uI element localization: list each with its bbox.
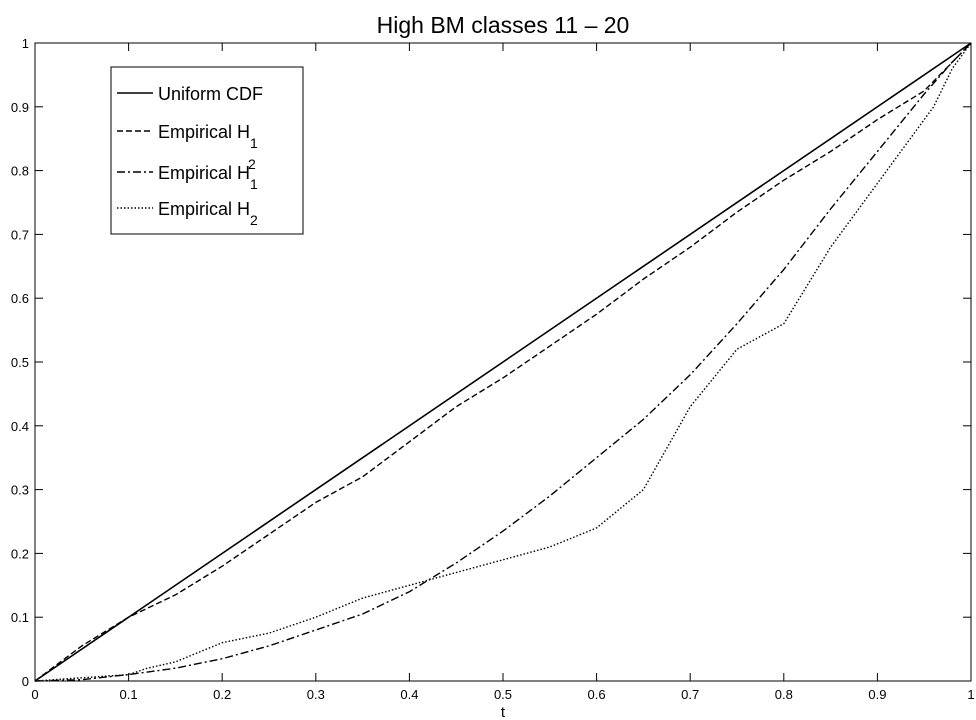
x-tick-label: 0.1: [120, 687, 138, 702]
y-tick-label: 0: [22, 674, 29, 689]
x-tick-label: 0.7: [681, 687, 699, 702]
legend-label-1: Uniform CDF: [158, 84, 263, 104]
x-axis-label: t: [501, 704, 506, 720]
y-tick-label: 0.2: [11, 546, 29, 561]
x-tick-label: 0.2: [213, 687, 231, 702]
legend-subscript: 2: [250, 212, 258, 228]
y-tick-label: 0.8: [11, 164, 29, 179]
y-tick-label: 1: [22, 36, 29, 51]
y-tick-label: 0.3: [11, 483, 29, 498]
x-tick-label: 0.4: [400, 687, 418, 702]
series-line-1: [34, 42, 972, 682]
x-tick-label: 0.9: [868, 687, 886, 702]
y-tick-label: 0.5: [11, 355, 29, 370]
y-tick-label: 0.4: [11, 419, 29, 434]
chart-title: High BM classes 11 – 20: [377, 12, 630, 38]
series-line-3: [34, 42, 972, 682]
x-tick-label: 0.3: [307, 687, 325, 702]
x-tick-label: 0.6: [588, 687, 606, 702]
x-tick-label: 1: [967, 687, 974, 702]
legend-box: [110, 66, 304, 235]
legend-subscript: 1: [250, 135, 258, 151]
y-tick-label: 0.9: [11, 100, 29, 115]
y-tick-label: 0.1: [11, 610, 29, 625]
x-tick-label: 0.8: [775, 687, 793, 702]
series-layer: [34, 42, 972, 682]
series-line-2: [34, 42, 972, 682]
y-tick-label: 0.6: [11, 291, 29, 306]
series-line-4: [34, 42, 972, 682]
axes: 0 0.1 0.2 0.3 0.4 0.5 0.6 0.7 0.8 0.9 1 0 0.1 0.2 0.3 0…: [11, 36, 975, 702]
legend-superscript: 2: [248, 156, 256, 172]
x-tick-label: 0: [31, 687, 38, 702]
y-tick-label: 0.7: [11, 227, 29, 242]
x-tick-label: 0.5: [494, 687, 512, 702]
legend-subscript: 1: [250, 176, 258, 192]
